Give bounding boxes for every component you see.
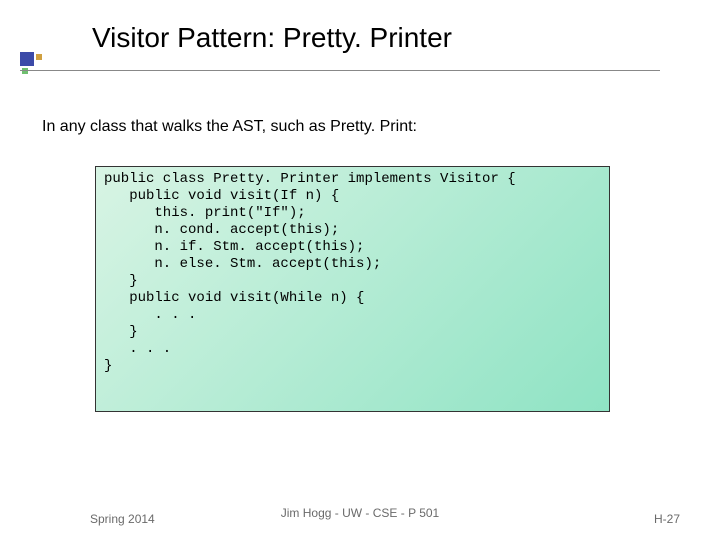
footer-center: Jim Hogg - UW - CSE - P 501 bbox=[0, 506, 720, 520]
decor-square-large bbox=[20, 52, 34, 66]
subtitle-text: In any class that walks the AST, such as… bbox=[42, 118, 417, 136]
slide: Visitor Pattern: Pretty. Printer In any … bbox=[0, 0, 720, 540]
code-box: public class Pretty. Printer implements … bbox=[95, 166, 610, 412]
footer: Spring 2014 Jim Hogg - UW - CSE - P 501 … bbox=[0, 506, 720, 526]
decor-square-small-2 bbox=[22, 68, 28, 74]
title-row: Visitor Pattern: Pretty. Printer bbox=[20, 22, 700, 72]
decor-square-small-1 bbox=[36, 54, 42, 60]
title-underline bbox=[20, 70, 660, 71]
code-content: public class Pretty. Printer implements … bbox=[104, 171, 603, 375]
footer-right: H-27 bbox=[654, 512, 680, 526]
slide-title: Visitor Pattern: Pretty. Printer bbox=[92, 22, 452, 54]
